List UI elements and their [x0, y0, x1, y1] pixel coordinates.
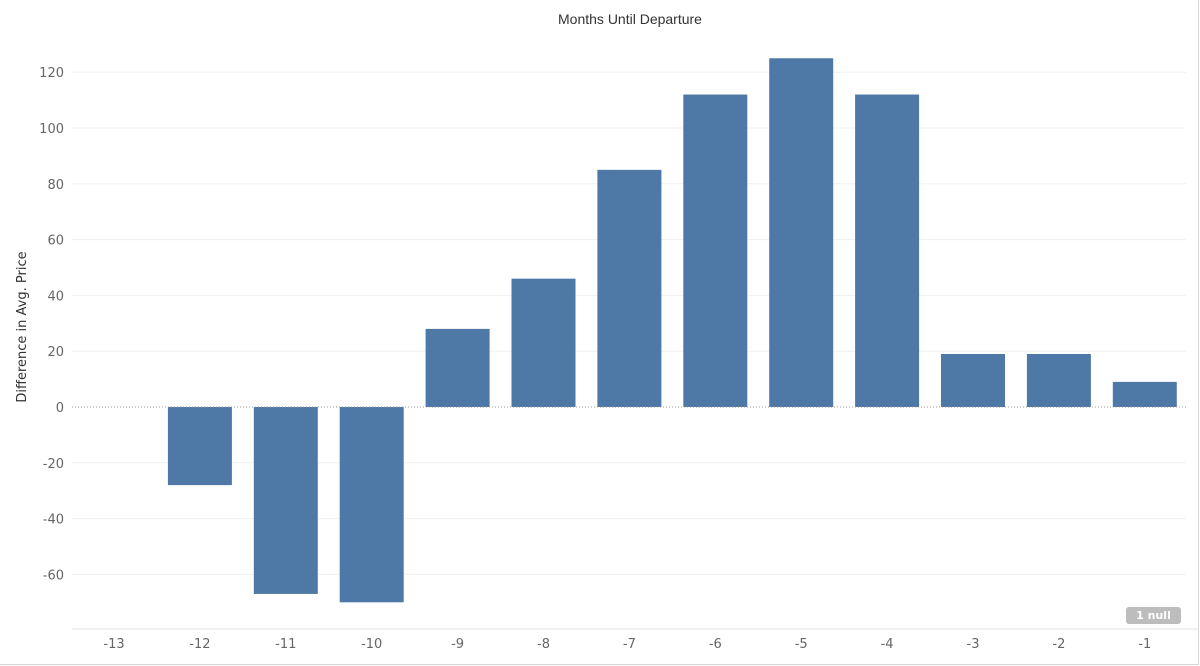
x-tick-label: -6 [709, 637, 722, 652]
chart-title: Months Until Departure [558, 11, 702, 27]
bar[interactable] [1026, 353, 1091, 407]
x-tick-label: -2 [1052, 637, 1065, 652]
y-axis-ticks: -60 -40 -20 0 20 40 60 80 100 120 [39, 66, 64, 583]
y-tick-label: 80 [47, 178, 64, 193]
bars [167, 58, 1177, 603]
x-tick-label: -12 [189, 637, 210, 652]
bar[interactable] [941, 353, 1005, 407]
null-indicator-badge[interactable]: 1 null [1126, 607, 1181, 624]
x-tick-label: -9 [451, 637, 464, 652]
y-tick-label: 0 [56, 401, 64, 416]
bar[interactable] [769, 58, 834, 407]
y-tick-label: -40 [43, 513, 64, 528]
x-tick-label: -13 [103, 637, 124, 652]
bar[interactable] [167, 407, 232, 486]
y-tick-label: 40 [47, 289, 64, 304]
y-tick-label: -20 [43, 457, 64, 472]
bar[interactable] [511, 278, 576, 407]
bar[interactable] [683, 94, 748, 408]
bar[interactable] [253, 407, 318, 594]
x-tick-label: -10 [361, 637, 382, 652]
y-tick-label: 20 [47, 345, 64, 360]
x-tick-label: -5 [795, 637, 808, 652]
bar[interactable] [597, 169, 662, 407]
y-tick-label: 120 [39, 66, 64, 81]
x-tick-label: -4 [881, 637, 894, 652]
bar[interactable] [425, 328, 490, 407]
y-tick-label: 60 [47, 234, 64, 249]
x-tick-label: -3 [967, 637, 980, 652]
x-tick-label: -7 [623, 637, 636, 652]
x-tick-label: -8 [537, 637, 550, 652]
bar[interactable] [339, 407, 404, 603]
y-axis-label: Difference in Avg. Price [15, 251, 30, 402]
x-tick-label: -11 [275, 637, 296, 652]
x-axis-ticks: -13 -12 -11 -10 -9 -8 -7 -6 -5 -4 -3 -2 -1 [103, 637, 1151, 652]
x-tick-label: -1 [1138, 637, 1151, 652]
bar[interactable] [1112, 381, 1177, 407]
bar[interactable] [855, 94, 920, 408]
y-tick-label: -60 [43, 568, 64, 583]
y-tick-label: 100 [39, 122, 64, 137]
